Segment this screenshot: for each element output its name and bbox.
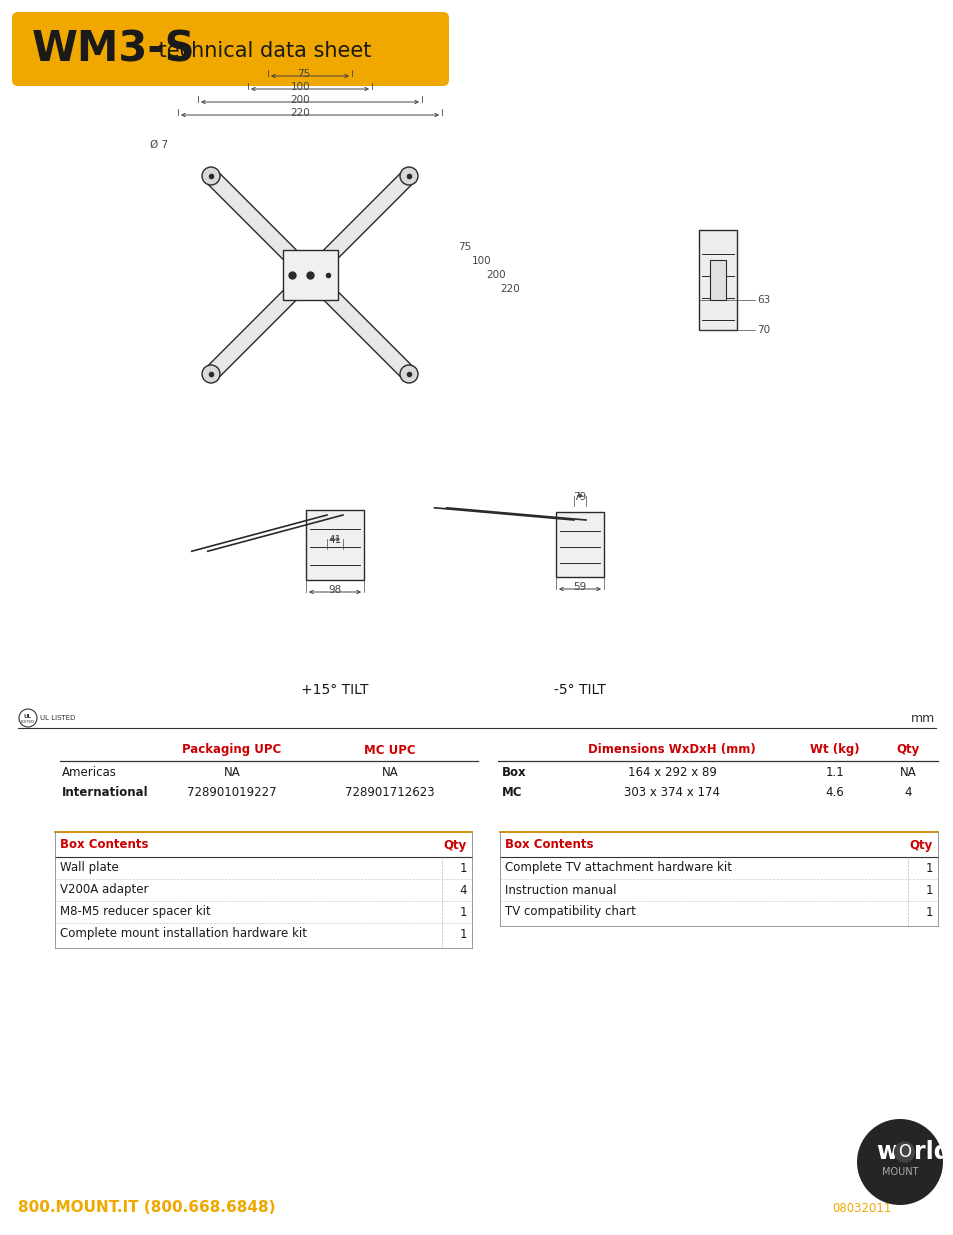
Bar: [699, 230, 737, 330]
Text: MC UPC: MC UPC: [364, 743, 416, 757]
Text: 220: 220: [290, 107, 310, 119]
Text: NA: NA: [223, 767, 240, 779]
Text: 1: 1: [924, 905, 932, 919]
Text: O: O: [897, 1144, 910, 1161]
Text: LISTED: LISTED: [21, 720, 35, 724]
Polygon shape: [205, 170, 297, 263]
Text: mm: mm: [910, 711, 934, 725]
Text: 59: 59: [573, 582, 586, 592]
Text: M8-M5 reducer spacer kit: M8-M5 reducer spacer kit: [60, 905, 211, 919]
Text: 75: 75: [296, 69, 310, 79]
Text: rld: rld: [913, 1140, 949, 1165]
Text: 1: 1: [459, 905, 467, 919]
Polygon shape: [322, 170, 415, 263]
Text: 4.6: 4.6: [824, 787, 843, 799]
Text: 100: 100: [472, 256, 491, 266]
Text: Instruction manual: Instruction manual: [504, 883, 616, 897]
Text: UL LISTED: UL LISTED: [40, 715, 75, 721]
Text: 98: 98: [328, 585, 341, 595]
Text: TV compatibility chart: TV compatibility chart: [504, 905, 636, 919]
Text: Dimensions WxDxH (mm): Dimensions WxDxH (mm): [587, 743, 755, 757]
Text: Americas: Americas: [62, 767, 117, 779]
Polygon shape: [322, 287, 415, 379]
Text: Qty: Qty: [443, 839, 467, 851]
Text: 75: 75: [457, 242, 471, 252]
Text: Complete mount installation hardware kit: Complete mount installation hardware kit: [60, 927, 307, 941]
Text: Box Contents: Box Contents: [504, 839, 593, 851]
Text: 41: 41: [328, 535, 341, 545]
Text: Qty: Qty: [896, 743, 919, 757]
Text: NA: NA: [899, 767, 916, 779]
Text: MC: MC: [501, 787, 522, 799]
Bar: [709, 261, 725, 300]
Text: Packaging UPC: Packaging UPC: [182, 743, 281, 757]
Text: UL: UL: [24, 714, 32, 719]
Text: -5° TILT: -5° TILT: [554, 683, 605, 697]
Text: 08032011: 08032011: [832, 1202, 891, 1214]
Text: 70: 70: [757, 325, 769, 335]
Text: 164 x 292 x 89: 164 x 292 x 89: [627, 767, 716, 779]
Text: Wt (kg): Wt (kg): [809, 743, 859, 757]
Text: 200: 200: [485, 270, 505, 280]
Bar: [283, 249, 337, 300]
Text: technical data sheet: technical data sheet: [152, 41, 371, 61]
Circle shape: [399, 167, 417, 185]
Text: 200: 200: [290, 95, 310, 105]
Text: 728901712623: 728901712623: [345, 787, 435, 799]
Text: International: International: [62, 787, 149, 799]
Circle shape: [399, 366, 417, 383]
Bar: [556, 513, 603, 577]
Bar: [306, 510, 364, 580]
Text: 1: 1: [924, 883, 932, 897]
Circle shape: [202, 167, 220, 185]
Text: 303 x 374 x 174: 303 x 374 x 174: [623, 787, 720, 799]
Text: Qty: Qty: [909, 839, 932, 851]
Text: Box Contents: Box Contents: [60, 839, 149, 851]
Text: 728901019227: 728901019227: [187, 787, 276, 799]
Text: +15° TILT: +15° TILT: [301, 683, 369, 697]
Text: 800.MOUNT.IT (800.668.6848): 800.MOUNT.IT (800.668.6848): [18, 1200, 275, 1215]
Text: Complete TV attachment hardware kit: Complete TV attachment hardware kit: [504, 862, 731, 874]
Text: 63: 63: [757, 295, 769, 305]
Text: 1: 1: [459, 862, 467, 874]
Text: V200A adapter: V200A adapter: [60, 883, 149, 897]
Text: w: w: [875, 1140, 897, 1165]
Circle shape: [856, 1119, 942, 1205]
Text: Ø 7: Ø 7: [150, 140, 168, 149]
Text: 4: 4: [459, 883, 467, 897]
Text: 1.1: 1.1: [824, 767, 843, 779]
Text: NA: NA: [381, 767, 398, 779]
Text: 220: 220: [499, 284, 519, 294]
Text: 1: 1: [459, 927, 467, 941]
Text: 1: 1: [924, 862, 932, 874]
Text: 100: 100: [290, 82, 310, 91]
Text: 4: 4: [903, 787, 911, 799]
Text: MOUNT: MOUNT: [881, 1167, 918, 1177]
Text: 79: 79: [573, 492, 586, 501]
Text: Box: Box: [501, 767, 526, 779]
Polygon shape: [205, 287, 297, 379]
Text: Wall plate: Wall plate: [60, 862, 118, 874]
FancyBboxPatch shape: [12, 12, 449, 86]
Text: WM3-S: WM3-S: [32, 28, 195, 70]
Circle shape: [202, 366, 220, 383]
